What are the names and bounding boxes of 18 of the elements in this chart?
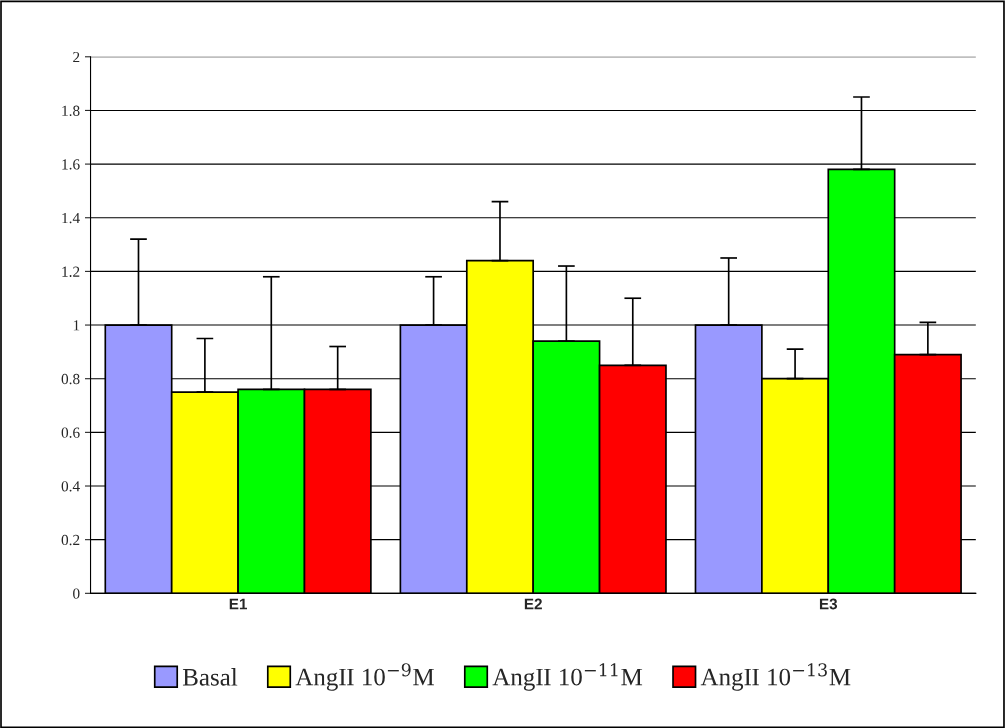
- y-tick-label: 2: [73, 51, 80, 63]
- legend-label: Basal: [182, 668, 238, 686]
- legend-label: AngII 10$^{−11}$M: [492, 663, 643, 691]
- y-tick-label: 1.6: [62, 159, 80, 170]
- x-tick-label: E3: [819, 598, 838, 610]
- x-tick-label: E2: [524, 598, 542, 610]
- y-tick-label: 0.8: [61, 373, 80, 385]
- y-tick-label: 1.4: [62, 212, 80, 224]
- y-tick-label: 0.2: [61, 534, 80, 546]
- y-tick-label: 1.8: [62, 105, 80, 116]
- x-tick-label: E1: [229, 598, 247, 610]
- y-tick-label: 0.6: [61, 427, 80, 438]
- y-tick-label: 1.2: [62, 266, 80, 277]
- y-tick-label: 0.4: [61, 481, 80, 492]
- legend-label: AngII 10$^{−9}$M: [295, 663, 434, 691]
- legend-label: AngII 10$^{−13}$M: [700, 663, 851, 691]
- y-tick-label: 0: [73, 588, 80, 599]
- y-tick-label: 1: [73, 320, 80, 331]
